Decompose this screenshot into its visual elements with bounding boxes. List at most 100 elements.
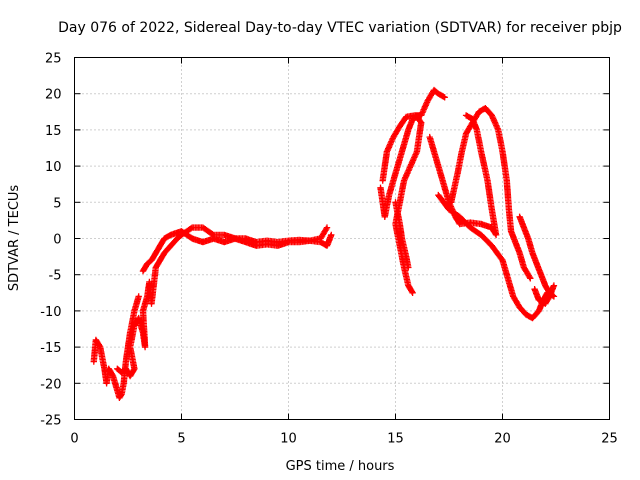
data-point — [191, 226, 194, 229]
data-point — [120, 393, 123, 396]
data-point — [158, 244, 162, 247]
data-point — [518, 306, 521, 309]
data-point — [539, 273, 543, 276]
data-point — [387, 193, 391, 197]
data-point — [477, 110, 481, 114]
series-pass-h — [447, 105, 534, 282]
data-point — [420, 121, 423, 124]
x-tick-label: 0 — [70, 432, 78, 447]
y-axis-label: SDTVAR / TECUs — [7, 185, 22, 292]
data-point — [533, 288, 536, 291]
data-point — [233, 237, 237, 240]
data-point — [486, 179, 489, 182]
data-point — [464, 132, 468, 135]
data-point — [447, 208, 451, 211]
data-point — [402, 179, 406, 182]
data-point — [443, 96, 446, 99]
y-tick-label: 15 — [45, 124, 62, 139]
data-point — [116, 367, 119, 370]
data-point — [146, 295, 149, 298]
data-point — [484, 107, 487, 110]
data-point — [128, 374, 132, 378]
y-tick-label: 25 — [45, 52, 62, 67]
data-point — [407, 266, 410, 269]
data-point — [471, 121, 474, 124]
data-point — [141, 309, 145, 313]
data-point — [490, 244, 493, 247]
y-tick-label: 20 — [45, 88, 62, 103]
data-point — [441, 179, 444, 182]
series-markers — [90, 293, 142, 401]
data-point — [398, 125, 401, 128]
data-point — [150, 302, 153, 305]
data-point — [505, 179, 508, 182]
data-point — [255, 244, 258, 247]
data-point — [531, 316, 534, 320]
data-point — [124, 360, 128, 363]
data-point — [552, 284, 556, 287]
data-point — [325, 244, 329, 247]
data-point — [405, 255, 408, 258]
data-point — [398, 222, 401, 226]
data-point — [201, 226, 205, 229]
data-point — [402, 266, 406, 269]
x-tick-label: 20 — [494, 432, 511, 447]
data-point — [449, 201, 453, 204]
data-point — [409, 164, 412, 168]
data-point — [460, 150, 463, 153]
data-point — [265, 243, 269, 246]
series-pass-c — [139, 228, 335, 275]
data-point — [150, 259, 153, 262]
data-point — [405, 115, 408, 119]
data-series — [90, 86, 558, 401]
data-point — [223, 240, 226, 244]
data-point — [428, 135, 431, 139]
series-pass-a — [90, 293, 142, 401]
series-markers — [114, 224, 331, 380]
series-pass-b — [114, 224, 331, 380]
y-tick-label: 10 — [45, 160, 62, 175]
data-point — [413, 114, 416, 117]
x-tick-label: 10 — [280, 432, 297, 447]
data-point — [552, 295, 556, 298]
data-point — [435, 157, 438, 161]
series-pass-f — [392, 199, 412, 271]
data-point — [537, 298, 541, 302]
data-point — [379, 186, 382, 189]
data-point — [122, 382, 125, 385]
y-tick-label: -25 — [40, 414, 61, 429]
data-point — [133, 309, 136, 313]
data-point — [176, 237, 179, 240]
data-point — [494, 233, 498, 237]
x-tick-label: 15 — [387, 432, 404, 447]
data-point — [137, 295, 140, 298]
data-point — [501, 150, 504, 153]
data-point — [411, 291, 414, 294]
data-point — [544, 284, 547, 287]
data-point — [133, 324, 136, 327]
data-point — [383, 215, 386, 218]
data-point — [437, 193, 440, 197]
data-point — [407, 284, 410, 287]
data-point — [191, 237, 194, 240]
data-point — [535, 262, 538, 265]
data-point — [407, 128, 410, 132]
data-point — [458, 222, 461, 226]
series-pass-g — [426, 112, 500, 239]
y-tick-label: -5 — [49, 269, 62, 284]
data-point — [124, 367, 128, 370]
data-point — [180, 230, 183, 233]
data-point — [512, 295, 515, 298]
data-point — [325, 226, 329, 229]
data-point — [111, 374, 115, 378]
series-pass-j — [516, 213, 558, 300]
y-tick-label: 5 — [53, 196, 61, 211]
data-point — [479, 222, 483, 226]
data-point — [544, 302, 547, 305]
data-point — [105, 382, 108, 385]
data-point — [141, 331, 145, 334]
data-point — [154, 266, 157, 269]
chart-title: Day 076 of 2022, Sidereal Day-to-day VTE… — [58, 20, 622, 36]
data-point — [99, 345, 102, 349]
